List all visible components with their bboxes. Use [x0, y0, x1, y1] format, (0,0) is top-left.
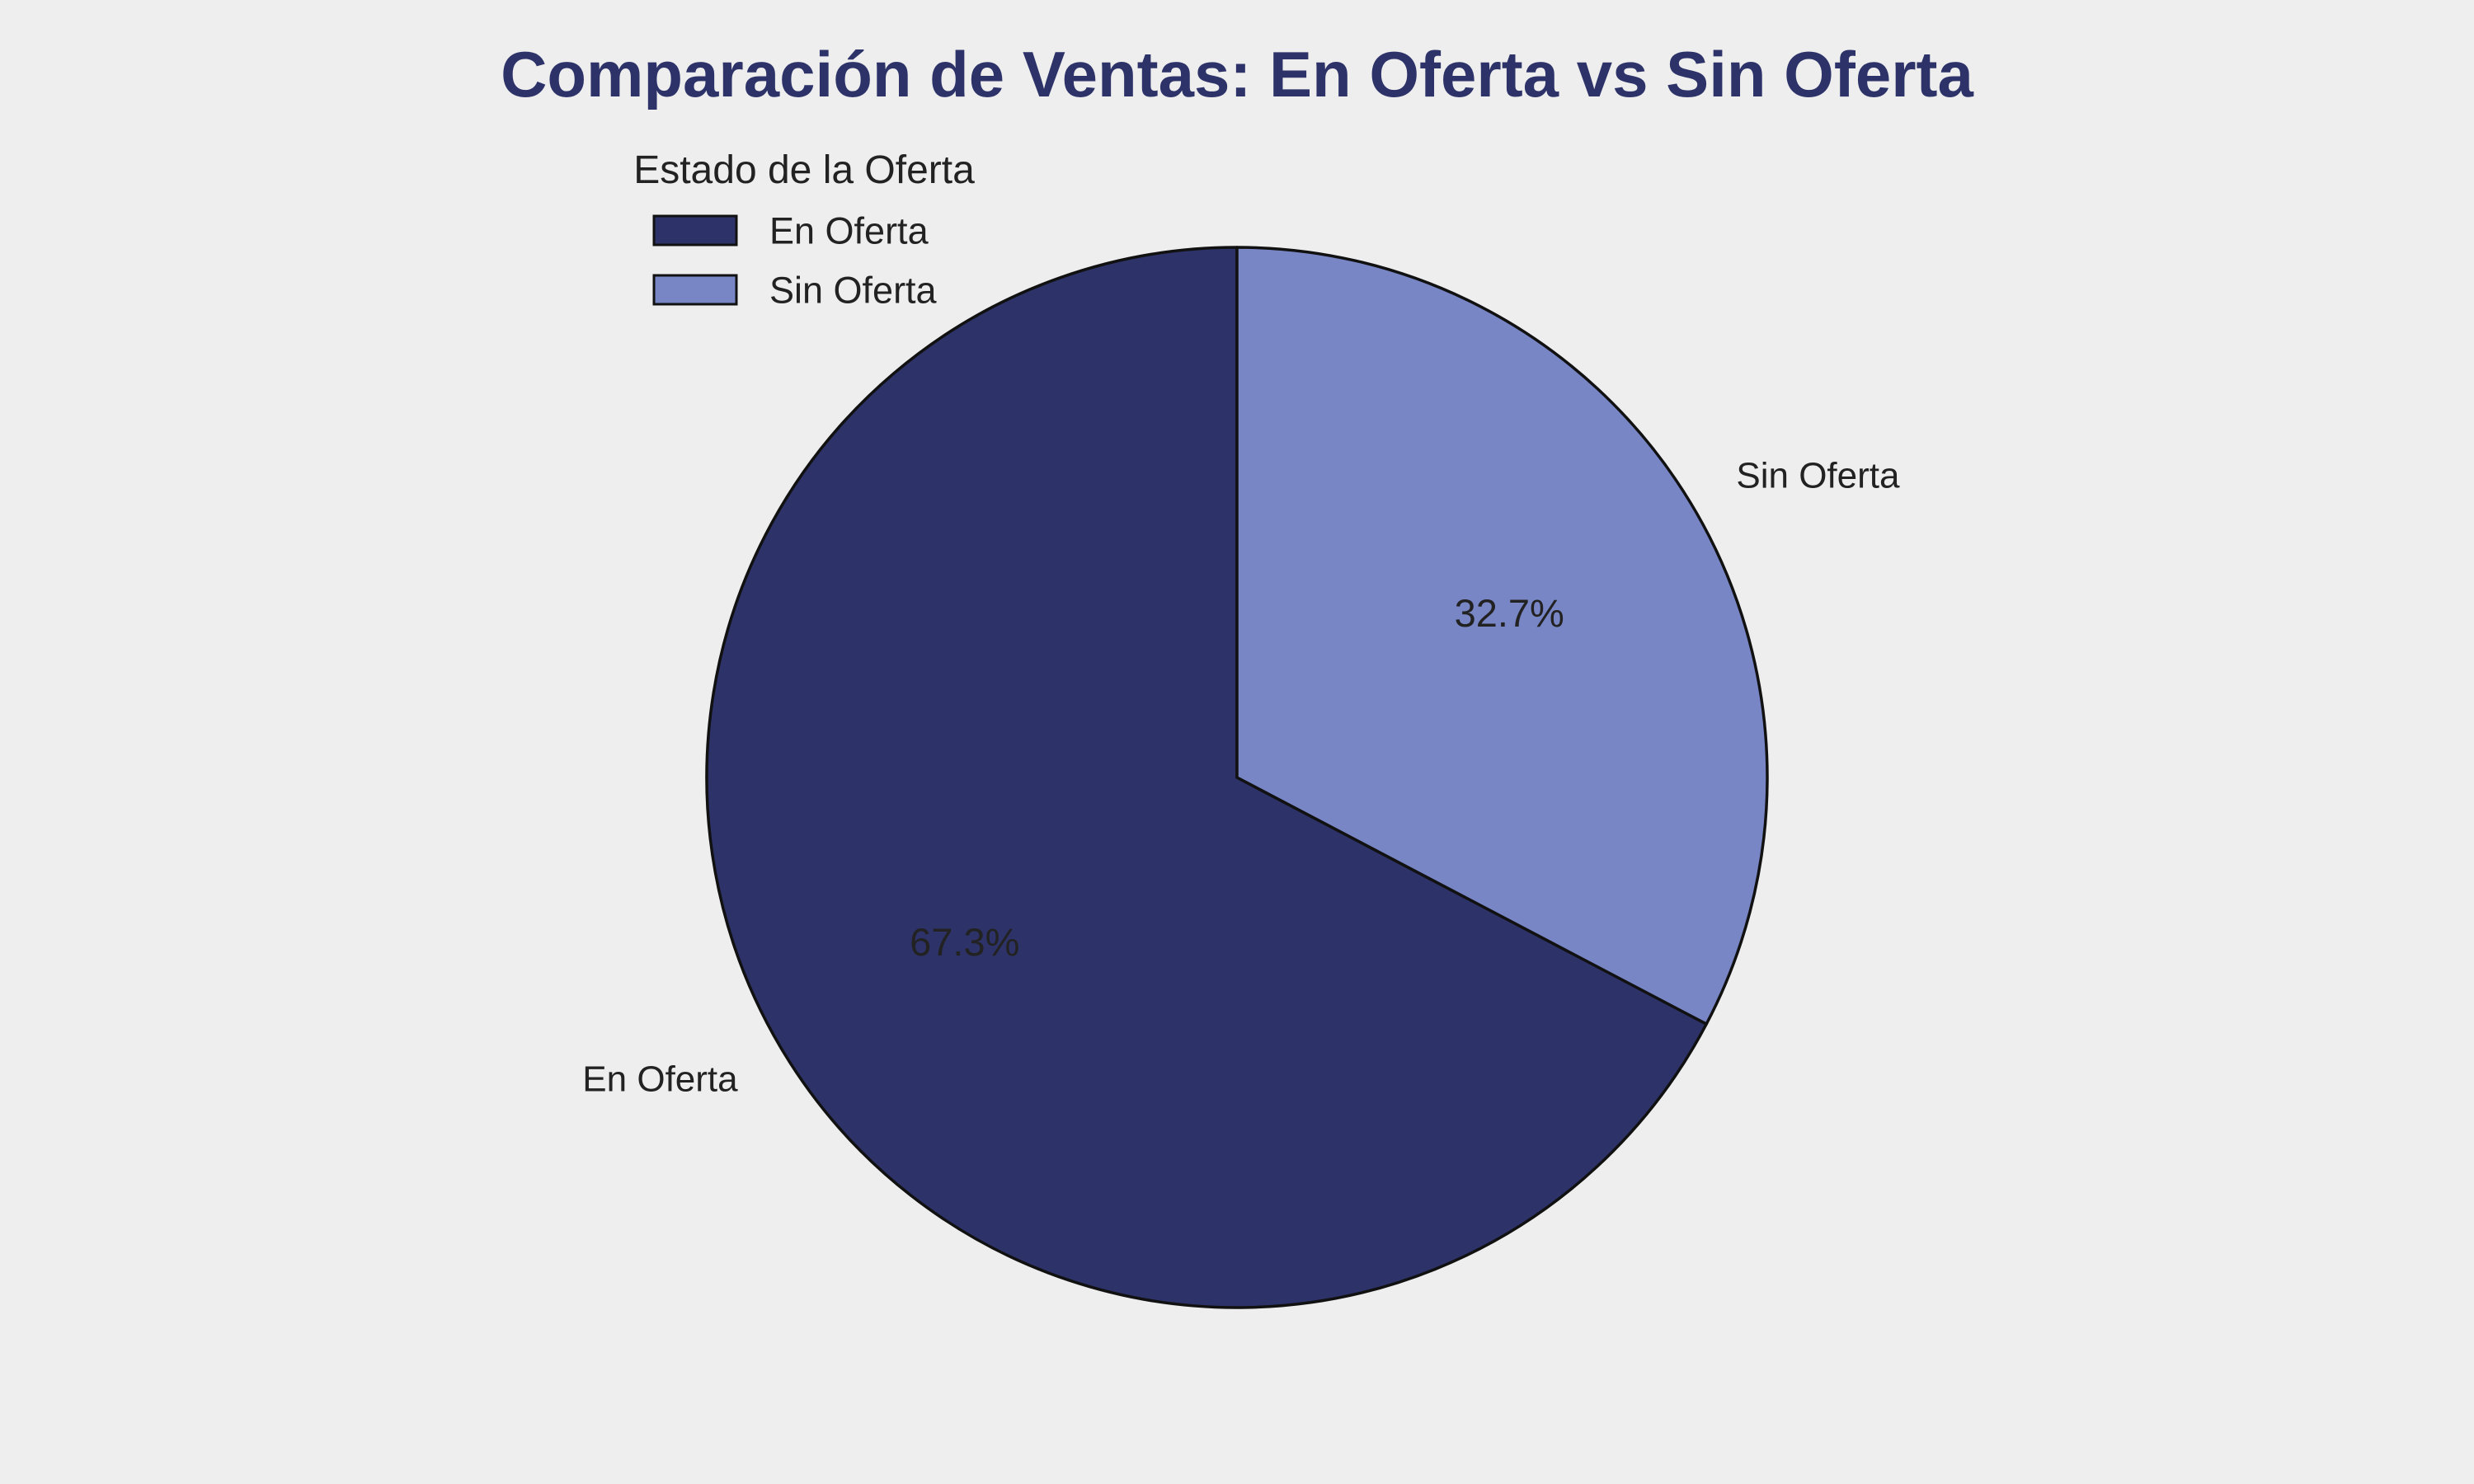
legend-label-sin-oferta: Sin Oferta [769, 270, 938, 312]
percent-label-en-oferta: 67.3% [910, 920, 1019, 964]
slice-labels: 67.3% En Oferta 32.7% Sin Oferta [582, 456, 1900, 1100]
slice-label-en-oferta: En Oferta [582, 1059, 738, 1099]
legend: Estado de la Oferta En Oferta Sin Oferta [633, 148, 975, 312]
chart-title: Comparación de Ventas: En Oferta vs Sin … [501, 38, 1973, 110]
legend-title: Estado de la Oferta [633, 148, 975, 192]
legend-swatch-sin-oferta [652, 274, 738, 306]
pie-slice-en-oferta [705, 246, 1708, 1309]
slice-label-sin-oferta: Sin Oferta [1736, 456, 1900, 496]
pie-slices [705, 246, 1769, 1309]
legend-items: En Oferta Sin Oferta [652, 210, 938, 312]
pie-slice-sin-oferta [1235, 246, 1769, 1026]
percent-label-sin-oferta: 32.7% [1455, 591, 1564, 635]
legend-swatch-en-oferta [652, 214, 738, 247]
legend-label-en-oferta: En Oferta [769, 210, 929, 252]
